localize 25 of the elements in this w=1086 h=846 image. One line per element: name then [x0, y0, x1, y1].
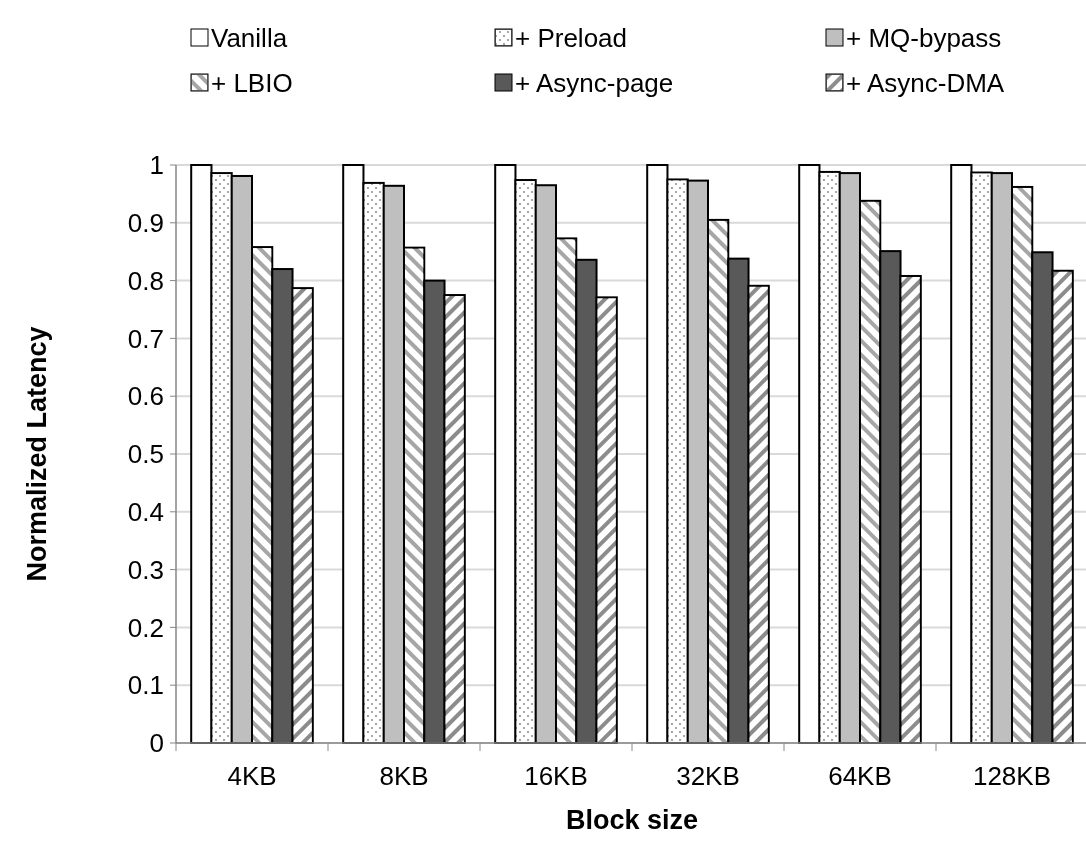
y-axis-title: Normalized Latency: [22, 326, 52, 582]
y-tick-label: 0.9: [127, 207, 164, 238]
x-tick-label: 64KB: [828, 761, 892, 791]
x-tick-label: 32KB: [676, 761, 740, 791]
y-tick-label: 0: [149, 728, 164, 759]
legend-label: Vanilla: [211, 23, 288, 54]
y-tick-label: 0.8: [127, 265, 164, 296]
x-axis-title: Block size: [565, 805, 699, 835]
x-tick-label: 16KB: [524, 761, 588, 791]
y-tick-label: 0.5: [127, 439, 164, 470]
y-tick-label: 0.6: [127, 381, 164, 412]
legend-label: + MQ-bypass: [846, 23, 1002, 54]
legend-label: + Async-page: [515, 68, 674, 99]
y-tick-label: 1: [149, 150, 164, 181]
y-tick-label: 0.2: [127, 612, 164, 643]
y-tick-label: 0.1: [127, 670, 164, 701]
x-tick-label: 4KB: [227, 761, 277, 791]
x-tick-label: 8KB: [379, 761, 429, 791]
x-tick-label: 128KB: [972, 761, 1052, 791]
y-tick-label: 0.7: [127, 323, 164, 354]
y-tick-label: 0.3: [127, 554, 164, 585]
legend-label: + Async-DMA: [846, 68, 1005, 99]
legend-label: + LBIO: [211, 68, 293, 99]
y-tick-label: 0.4: [127, 496, 164, 527]
legend-label: + Preload: [515, 23, 628, 54]
